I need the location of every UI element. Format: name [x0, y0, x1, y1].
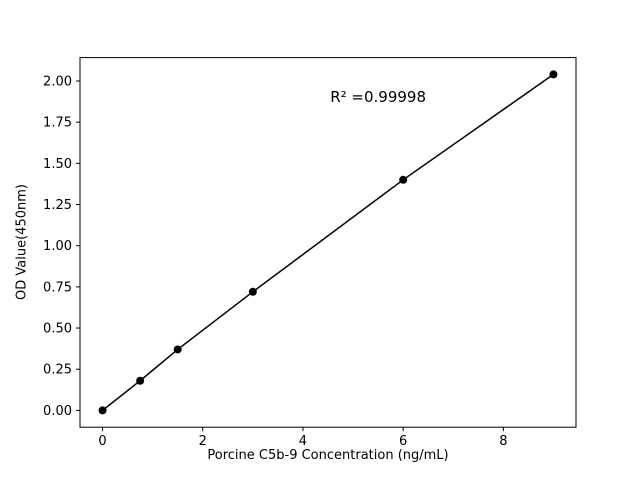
data-point — [173, 345, 182, 354]
y-tick-label: 1.50 — [43, 157, 72, 172]
x-axis-label: Porcine C5b-9 Concentration (ng/mL) — [207, 448, 449, 463]
fit-line — [102, 73, 554, 411]
y-tick-label: 0.50 — [43, 322, 72, 337]
data-point — [248, 287, 257, 296]
data-point — [399, 175, 408, 184]
data-point — [98, 406, 107, 415]
y-tick-label: 1.00 — [43, 239, 72, 254]
y-tick-label: 2.00 — [43, 74, 72, 89]
x-tick-label: 8 — [499, 434, 507, 449]
plot-border — [79, 57, 577, 428]
y-tick-label: 0.00 — [43, 404, 72, 419]
y-tick-label: 1.75 — [43, 116, 72, 131]
r-squared-annotation: R² =0.99998 — [330, 88, 426, 107]
data-point — [549, 70, 558, 79]
x-tick-label: 6 — [399, 434, 407, 449]
y-tick-label: 1.25 — [43, 198, 72, 213]
x-tick-label: 0 — [98, 434, 106, 449]
x-tick-label: 4 — [299, 434, 307, 449]
data-point — [136, 376, 145, 385]
y-tick-label: 0.25 — [43, 363, 72, 378]
y-tick-label: 0.75 — [43, 280, 72, 295]
y-axis-label: OD Value(450nm) — [14, 184, 30, 300]
x-tick-label: 2 — [199, 434, 207, 449]
